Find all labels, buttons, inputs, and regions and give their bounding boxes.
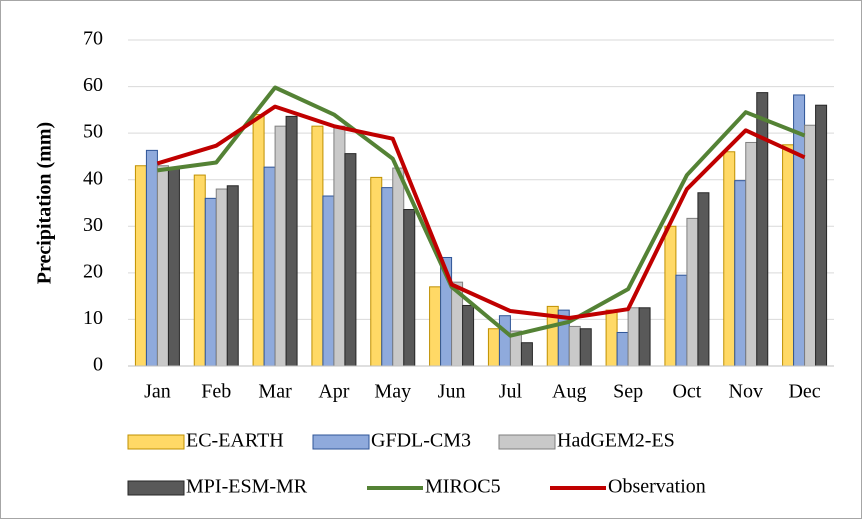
x-tick-label: Apr — [318, 381, 349, 403]
bar — [804, 124, 817, 367]
bar — [145, 149, 158, 367]
bar — [167, 167, 180, 367]
x-tick-label: May — [374, 381, 411, 403]
y-tick-label: 20 — [83, 260, 103, 282]
bar — [226, 185, 239, 367]
legend-label: MIROC5 — [425, 476, 501, 498]
legend-swatch — [312, 434, 370, 450]
line-series — [157, 85, 806, 338]
bar — [815, 104, 828, 367]
bar — [193, 174, 206, 367]
bar — [370, 176, 383, 367]
x-tick-label: Oct — [672, 381, 701, 403]
line-series — [156, 104, 806, 321]
y-tick-label: 60 — [83, 74, 103, 96]
bar — [605, 309, 618, 367]
bar — [403, 209, 416, 367]
bar — [333, 125, 346, 367]
bar — [285, 115, 298, 367]
y-tick-label: 50 — [83, 121, 103, 143]
bar — [686, 217, 699, 367]
bar — [462, 304, 475, 367]
x-tick-label: Jan — [144, 381, 171, 403]
legend-label: MPI-ESM-MR — [186, 476, 308, 498]
bar — [392, 167, 405, 367]
bar — [616, 331, 629, 367]
y-tick-label: 10 — [83, 307, 103, 329]
bar — [134, 165, 147, 367]
bar — [204, 197, 217, 367]
bar — [381, 187, 394, 367]
x-tick-label: Feb — [201, 381, 231, 403]
legend-label: GFDL-CM3 — [371, 430, 471, 452]
bar — [252, 114, 265, 367]
bar — [322, 195, 335, 367]
x-tick-label: Mar — [258, 381, 292, 403]
y-tick-label: 30 — [83, 214, 103, 236]
bar — [263, 166, 276, 367]
y-tick-label: 70 — [83, 28, 103, 50]
bar — [782, 144, 795, 367]
bar — [215, 188, 228, 367]
bar — [723, 151, 736, 367]
bar — [664, 225, 677, 367]
x-tick-label: Jul — [499, 381, 523, 403]
bar — [498, 315, 511, 367]
bar — [311, 125, 324, 367]
legend-label: Observation — [608, 476, 706, 498]
bar — [568, 325, 581, 367]
bar — [697, 192, 710, 367]
legend-swatch — [498, 434, 556, 450]
bar — [756, 92, 769, 367]
legend-label: EC-EARTH — [186, 430, 284, 452]
x-tick-label: Sep — [613, 381, 643, 403]
legend-swatch — [127, 480, 185, 496]
bar — [745, 141, 758, 367]
bar — [675, 274, 688, 367]
y-tick-label: 40 — [83, 167, 103, 189]
x-tick-label: Dec — [788, 381, 820, 403]
bar — [344, 153, 357, 367]
x-tick-label: Jun — [438, 381, 466, 403]
legend-label: HadGEM2-ES — [557, 430, 675, 452]
bar — [520, 342, 533, 367]
y-axis-label: Precipitation (mm) — [34, 122, 56, 284]
bar — [579, 328, 592, 367]
bar — [274, 125, 287, 367]
x-tick-label: Nov — [729, 381, 763, 403]
x-tick-label: Aug — [552, 381, 586, 403]
legend-swatch — [127, 434, 185, 450]
y-tick-label: 0 — [93, 354, 103, 376]
bar — [734, 180, 747, 367]
bar — [638, 307, 651, 367]
bar — [429, 286, 442, 367]
bar — [627, 307, 640, 367]
bar — [156, 165, 169, 367]
bar — [487, 328, 500, 367]
